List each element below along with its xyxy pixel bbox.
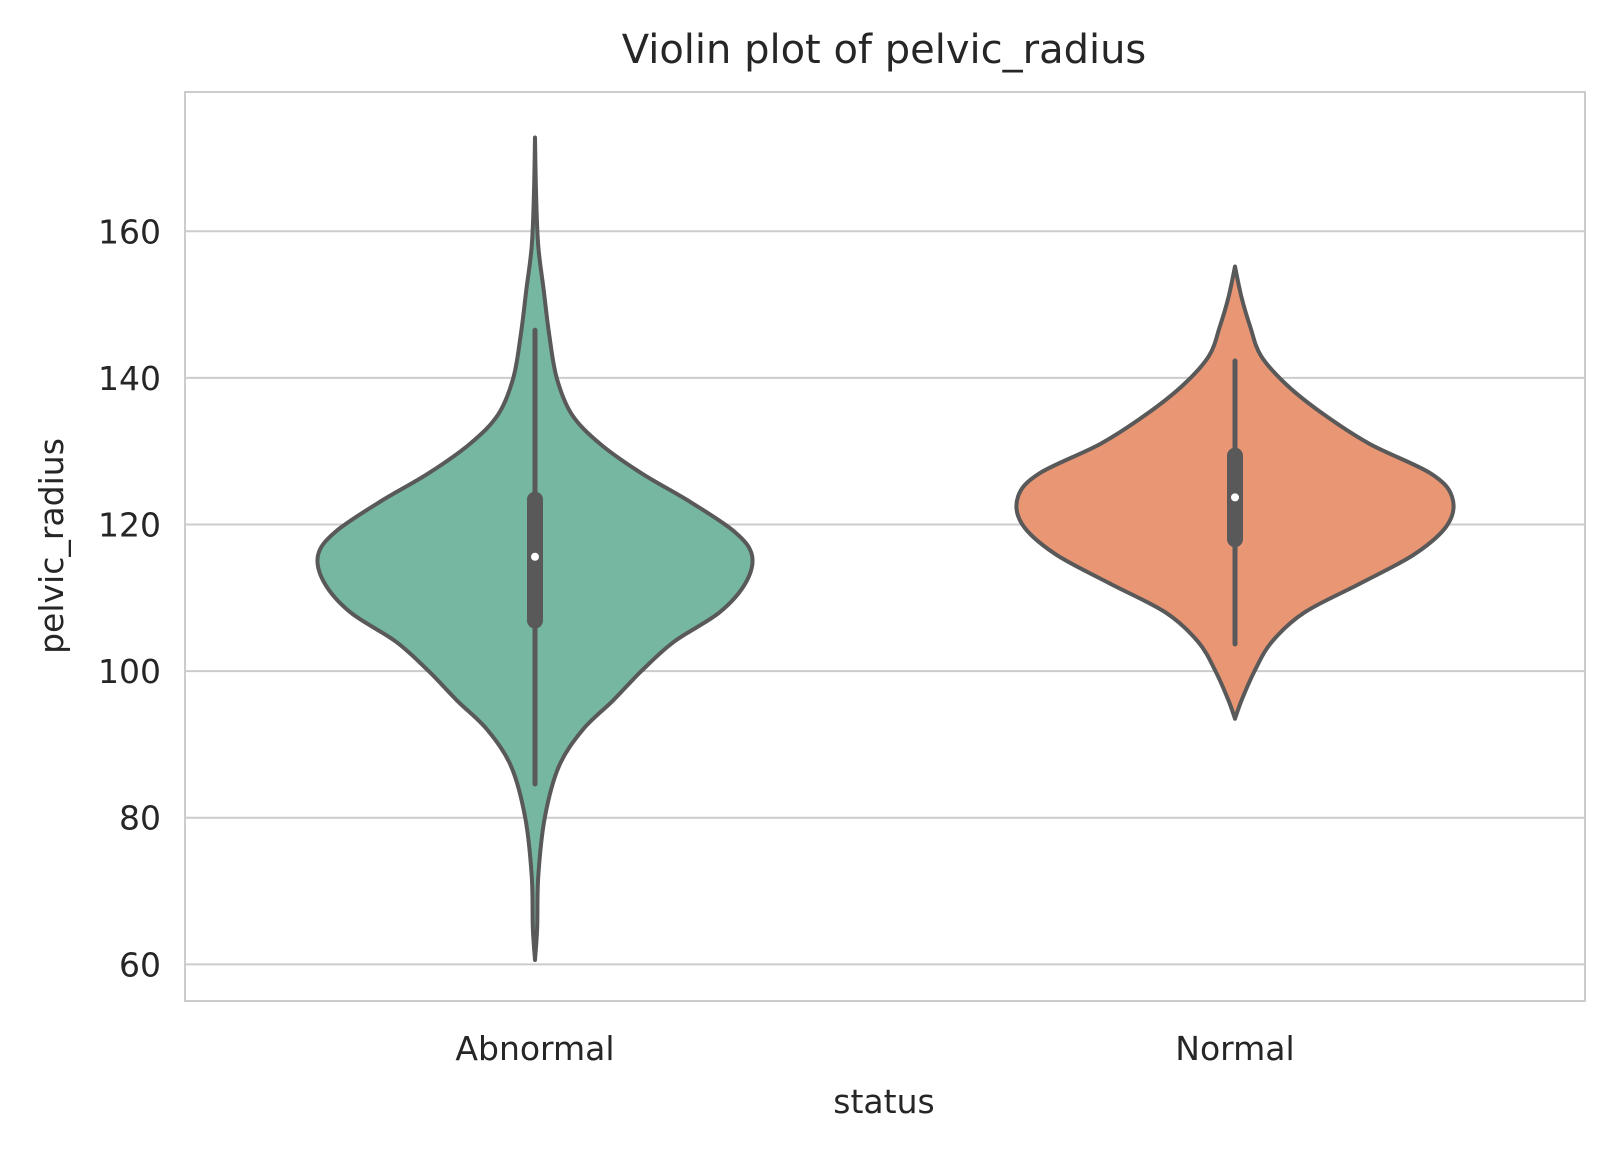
x-tick-label: Abnormal	[455, 1029, 614, 1068]
y-axis-label: pelvic_radius	[32, 438, 71, 654]
x-axis-label: status	[833, 1082, 934, 1121]
plot-area-frame	[184, 91, 1586, 1002]
y-tick-label: 60	[119, 945, 161, 984]
y-tick-label: 80	[119, 799, 161, 838]
chart-title: Violin plot of pelvic_radius	[622, 27, 1147, 73]
y-tick-label: 160	[98, 212, 161, 251]
median-marker	[1231, 493, 1239, 502]
inner-boxplots	[527, 327, 1243, 787]
y-tick-label: 100	[98, 652, 161, 691]
y-tick-label: 140	[98, 359, 161, 398]
x-tick-label: Normal	[1175, 1029, 1294, 1068]
tick-labels: 60 80 100 120 140 160 Abnormal Normal	[98, 212, 1295, 1068]
violins	[315, 135, 1456, 962]
y-tick-label: 120	[98, 506, 161, 545]
median-marker	[531, 552, 539, 561]
